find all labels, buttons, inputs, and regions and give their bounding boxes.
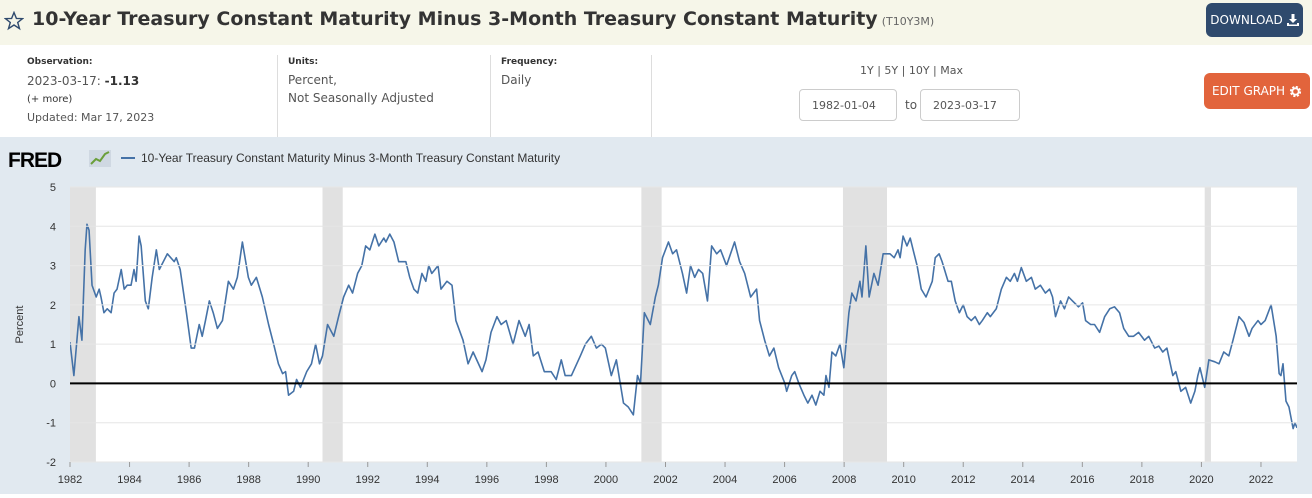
header-bar: 10-Year Treasury Constant Maturity Minus… <box>0 0 1312 45</box>
divider <box>651 55 652 137</box>
star-icon[interactable] <box>4 11 24 31</box>
x-tick-label: 1990 <box>296 474 320 486</box>
observation-value: -1.13 <box>104 74 140 88</box>
divider <box>490 55 491 137</box>
x-tick-label: 1996 <box>475 474 499 486</box>
x-tick-label: 2004 <box>713 474 737 486</box>
x-tick-label: 2010 <box>891 474 915 486</box>
y-tick-label: 2 <box>50 300 56 312</box>
series-line <box>70 223 1297 430</box>
y-tick-label: 0 <box>50 378 56 390</box>
chart-panel: FRED 10-Year Treasury Constant Maturity … <box>0 137 1312 494</box>
legend-label: 10-Year Treasury Constant Maturity Minus… <box>141 151 560 165</box>
x-tick-label: 1988 <box>236 474 260 486</box>
updated-date: Updated: Mar 17, 2023 <box>27 111 155 124</box>
download-label: DOWNLOAD <box>1210 13 1283 27</box>
chart: FRED 10-Year Treasury Constant Maturity … <box>8 149 1297 486</box>
frequency-value: Daily <box>501 73 532 87</box>
observation-date: 2023-03-17: <box>27 74 101 88</box>
range-link[interactable]: 1Y <box>860 64 874 77</box>
edit-graph-button[interactable]: EDIT GRAPH <box>1204 73 1310 109</box>
y-tick-label: -1 <box>46 418 56 430</box>
x-tick-label: 1982 <box>58 474 82 486</box>
more-link[interactable]: (+ more) <box>27 94 73 105</box>
title-text: 10-Year Treasury Constant Maturity Minus… <box>32 8 878 30</box>
range-link[interactable]: 5Y <box>884 64 899 77</box>
observation-line: 2023-03-17: -1.13 <box>27 74 139 88</box>
x-tick-label: 2002 <box>653 474 677 486</box>
date-input[interactable]: 2023-03-17 <box>920 89 1020 121</box>
range-link[interactable]: 10Y <box>908 64 930 77</box>
edit-label: EDIT GRAPH <box>1211 84 1286 98</box>
x-tick-label: 2016 <box>1070 474 1094 486</box>
y-tick-label: 3 <box>50 261 56 273</box>
x-tick-label: 2006 <box>772 474 796 486</box>
range-link[interactable]: Max <box>940 64 964 77</box>
x-tick-label: 2022 <box>1249 474 1273 486</box>
recession-band <box>641 187 662 462</box>
plot-layer <box>70 187 1297 462</box>
y-axis-label: Percent <box>14 306 26 344</box>
recession-band <box>842 187 888 462</box>
x-tick-label: 2012 <box>951 474 975 486</box>
divider <box>277 55 278 137</box>
x-tick-label: 1998 <box>534 474 558 486</box>
x-tick-label: 1984 <box>117 474 141 486</box>
units-line: Not Seasonally Adjusted <box>288 91 434 105</box>
x-tick-label: 2014 <box>1011 474 1035 486</box>
download-button[interactable]: DOWNLOAD <box>1206 3 1303 37</box>
fred-logo: FRED <box>8 149 62 172</box>
y-tick-label: 1 <box>50 339 56 351</box>
series-id: (T10Y3M) <box>881 15 935 28</box>
recession-band <box>322 187 343 462</box>
date-input[interactable]: 1982-01-04 <box>799 89 897 121</box>
gear-icon <box>1289 85 1302 97</box>
x-tick-label: 1992 <box>356 474 380 486</box>
units-line: Percent, <box>288 73 337 87</box>
x-tick-label: 2020 <box>1189 474 1213 486</box>
range-links: 1Y | 5Y | 10Y | Max <box>860 64 964 77</box>
y-tick-label: 5 <box>50 182 56 194</box>
x-tick-label: 1986 <box>177 474 201 486</box>
units-label: Units: <box>288 57 319 67</box>
observation-label: Observation: <box>27 57 93 67</box>
series-title: 10-Year Treasury Constant Maturity Minus… <box>32 8 934 30</box>
plot-area <box>70 187 1297 462</box>
x-tick-label: 2008 <box>832 474 856 486</box>
y-tick-label: -2 <box>46 457 56 469</box>
frequency-label: Frequency: <box>501 57 558 67</box>
recession-band <box>1204 187 1211 462</box>
download-icon <box>1286 14 1299 26</box>
logo-icon <box>89 150 111 167</box>
to-label: to <box>905 98 918 112</box>
x-tick-label: 2018 <box>1130 474 1154 486</box>
y-tick-label: 4 <box>50 221 56 233</box>
x-tick-label: 1994 <box>415 474 439 486</box>
x-tick-label: 2000 <box>594 474 618 486</box>
recession-band <box>70 187 96 462</box>
